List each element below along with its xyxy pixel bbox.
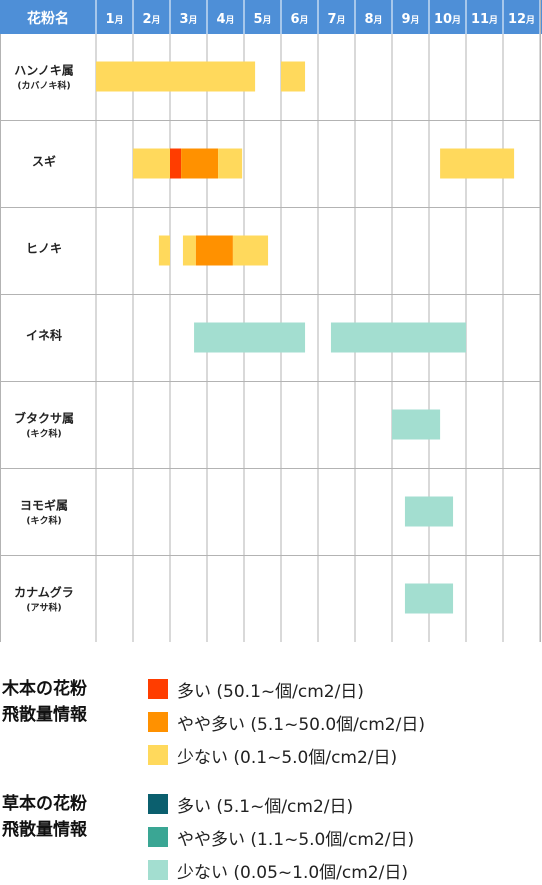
pollen-bar-few [392, 409, 441, 440]
legend-label: 多い (50.1~個/cm2/日) [177, 681, 364, 702]
pollen-family-label: (カバノキ科) [17, 80, 70, 92]
legend-swatch [148, 745, 168, 765]
pollen-family-label: (キク科) [26, 428, 61, 440]
pollen-name-label: カナムグラ [14, 585, 74, 600]
tree-legend-title: 木本の花粉 飛散量情報 [2, 679, 87, 725]
pollen-name-header: 花粉名 [27, 10, 69, 27]
pollen-bar-few [218, 148, 243, 179]
legend-swatch [148, 827, 168, 847]
pollen-name-label: イネ科 [26, 328, 62, 343]
header-band [0, 0, 542, 34]
pollen-bar-few [404, 496, 454, 527]
legend-label: 多い (5.1~個/cm2/日) [177, 796, 354, 817]
legend-swatch [148, 712, 168, 732]
pollen-name-label: ブタクサ属 [14, 411, 74, 426]
pollen-bar-few [281, 61, 306, 92]
month-tick-label: 6月 [290, 12, 308, 27]
month-tick-label: 2月 [142, 12, 160, 27]
legend-label: やや多い (1.1~5.0個/cm2/日) [177, 829, 415, 850]
pollen-bar-few [133, 148, 170, 179]
grass-legend-title: 草本の花粉 飛散量情報 [2, 794, 87, 840]
legend-swatch [148, 794, 168, 814]
pollen-name-label: ヨモギ属 [20, 498, 68, 513]
pollen-bar-few [182, 235, 196, 266]
legend-item-tree-some: やや多い (5.1~50.0個/cm2/日) [148, 711, 425, 735]
pollen-bar-few [330, 322, 466, 353]
month-tick-label: 11月 [471, 12, 498, 27]
legend-item-tree-many: 多い (50.1~個/cm2/日) [148, 678, 364, 702]
month-tick-label: 12月 [508, 12, 535, 27]
pollen-name-label: ヒノキ [26, 242, 62, 256]
legend-label: やや多い (5.1~50.0個/cm2/日) [177, 714, 425, 735]
pollen-bar-few [194, 322, 306, 353]
legend-item-grass-few: 少ない (0.05~1.0個/cm2/日) [148, 859, 408, 883]
pollen-bar-few [404, 583, 454, 614]
legend-label: 少ない (0.05~1.0個/cm2/日) [177, 862, 408, 883]
legend-label: 少ない (0.1~5.0個/cm2/日) [177, 747, 398, 768]
legend-swatch [148, 860, 168, 880]
month-tick-label: 5月 [253, 12, 271, 27]
pollen-bar-some [195, 235, 233, 266]
month-tick-label: 3月 [179, 12, 197, 27]
pollen-bar-some [181, 148, 219, 179]
pollen-family-label: (アサ科) [26, 602, 61, 614]
month-tick-label: 4月 [216, 12, 234, 27]
legend-swatch [148, 679, 168, 699]
legend-item-tree-few: 少ない (0.1~5.0個/cm2/日) [148, 744, 398, 768]
legend-item-grass-some: やや多い (1.1~5.0個/cm2/日) [148, 826, 415, 850]
month-tick-label: 10月 [434, 12, 461, 27]
pollen-bar-few [440, 148, 515, 179]
month-tick-label: 9月 [401, 12, 419, 27]
legend-item-grass-many: 多い (5.1~個/cm2/日) [148, 793, 354, 817]
month-tick-label: 8月 [364, 12, 382, 27]
pollen-family-label: (キク科) [26, 515, 61, 527]
pollen-bar-many [170, 148, 182, 179]
pollen-name-label: ハンノキ属 [14, 64, 73, 78]
pollen-bar-few [232, 235, 269, 266]
pollen-bar-few [158, 235, 170, 266]
month-tick-label: 7月 [327, 12, 345, 27]
month-tick-label: 1月 [105, 12, 123, 27]
pollen-name-label: スギ [32, 154, 56, 169]
pollen-bar-few [96, 61, 256, 92]
